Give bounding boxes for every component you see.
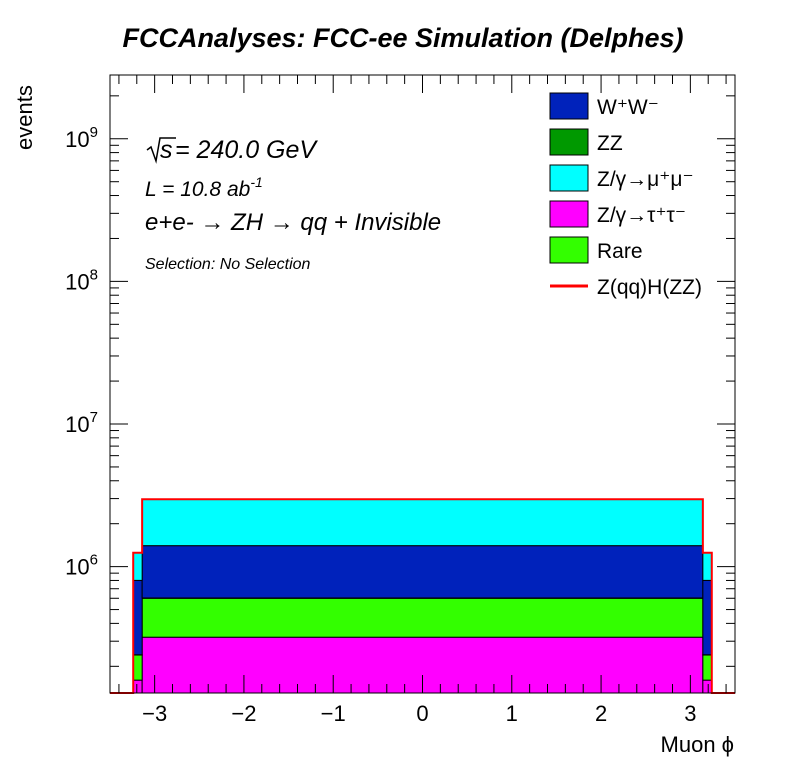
x-tick-label: 1 [506,701,518,726]
x-tick-label: 0 [416,701,428,726]
y-tick-label-base: 10 [65,555,89,580]
annotation-luminosity: L = 10.8 ab-1 [145,174,263,201]
x-tick-label: 3 [684,701,696,726]
bar-z-bin-2 [142,499,703,546]
bar-w-w-bin-1 [133,580,142,654]
legend-swatch-zz [550,129,588,155]
annotation-luminosity-exponent: -1 [250,174,262,190]
legend-label-zz: ZZ [597,132,623,155]
x-tick-label: −2 [231,701,256,726]
legend-swatch-w-w [550,93,588,119]
annotation-selection: Selection: No Selection [145,256,311,273]
bar-rare-bin-3 [703,655,712,680]
annotation-process: e+e- → ZH → qq + Invisible [145,209,441,236]
bar-z-bin-3 [703,553,712,581]
legend-swatch-z [550,165,588,191]
y-tick-label-base: 10 [65,269,89,294]
legend-label-z: Z/γ→μ⁺μ⁻ [597,168,694,191]
x-tick-label: 2 [595,701,607,726]
y-tick-label-base: 10 [65,127,89,152]
y-tick-label-exponent: 9 [90,124,98,141]
bar-z-bin-1 [133,680,142,693]
x-tick-label: −3 [142,701,167,726]
bar-z-bin-1 [133,553,142,581]
legend-label-z-qq-h-zz: Z(qq)H(ZZ) [597,276,702,299]
legend-label-rare: Rare [597,240,643,263]
legend-label-w-w: W⁺W⁻ [597,96,659,119]
bar-w-w-bin-2 [142,546,703,598]
x-tick-label: −1 [321,701,346,726]
bar-z-bin-3 [703,680,712,693]
y-tick-label-exponent: 7 [90,409,98,426]
legend-label-z: Z/γ→τ⁺τ⁻ [597,204,686,227]
bar-w-w-bin-3 [703,580,712,654]
y-axis-label: events [12,85,37,150]
y-tick-label-exponent: 6 [90,552,98,569]
annotation-sqrt-s-value: = 240.0 GeV [175,136,318,164]
annotation-luminosity-text: L = 10.8 ab [145,178,251,201]
annotation-sqrt-s-symbol: s [160,136,173,164]
legend-swatch-rare [550,237,588,263]
bar-rare-bin-1 [133,655,142,680]
stacked-bars [133,499,712,693]
y-tick-label-exponent: 8 [90,266,98,283]
legend-swatch-z [550,201,588,227]
chart-title: FCCAnalyses: FCC-ee Simulation (Delphes) [122,23,683,53]
x-axis-label: Muon ϕ [661,732,734,757]
bar-rare-bin-2 [142,598,703,637]
y-tick-label-base: 10 [65,412,89,437]
